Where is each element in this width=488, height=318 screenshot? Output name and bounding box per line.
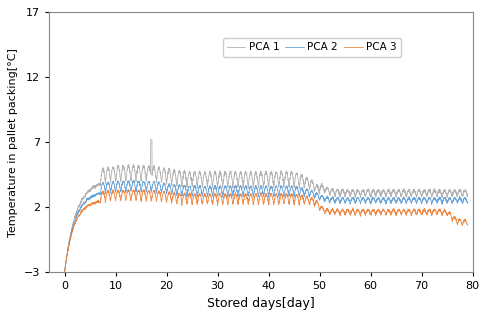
PCA 1	[61, 270, 67, 274]
PCA 2	[348, 211, 354, 215]
PCA 3	[61, 270, 67, 274]
PCA 2	[125, 188, 131, 191]
PCA 3	[79, 198, 85, 202]
Line: PCA 3: PCA 3	[64, 140, 468, 272]
PCA 1	[389, 197, 395, 201]
Line: PCA 1: PCA 1	[64, 181, 468, 272]
PCA 1	[337, 200, 343, 204]
PCA 2	[390, 208, 396, 212]
PCA 3	[465, 195, 470, 199]
PCA 1	[348, 199, 354, 203]
Y-axis label: Temperature in pallet packing[°C]: Temperature in pallet packing[°C]	[8, 48, 19, 237]
PCA 1	[79, 204, 85, 207]
PCA 2	[62, 270, 68, 273]
PCA 3	[389, 189, 395, 193]
X-axis label: Stored days[day]: Stored days[day]	[207, 297, 315, 310]
PCA 2	[61, 269, 67, 273]
PCA 3	[337, 193, 343, 197]
PCA 2	[250, 201, 256, 204]
Legend: PCA 1, PCA 2, PCA 3: PCA 1, PCA 2, PCA 3	[223, 38, 401, 57]
PCA 3	[250, 182, 256, 186]
PCA 2	[465, 223, 470, 227]
PCA 3	[272, 176, 278, 180]
PCA 1	[250, 193, 256, 197]
PCA 3	[348, 192, 354, 196]
PCA 2	[272, 197, 278, 200]
PCA 2	[337, 213, 343, 217]
PCA 1	[465, 202, 470, 205]
PCA 1	[272, 188, 278, 192]
PCA 1	[131, 179, 137, 183]
Line: PCA 2: PCA 2	[64, 190, 468, 272]
PCA 2	[80, 209, 85, 213]
PCA 3	[148, 138, 154, 142]
